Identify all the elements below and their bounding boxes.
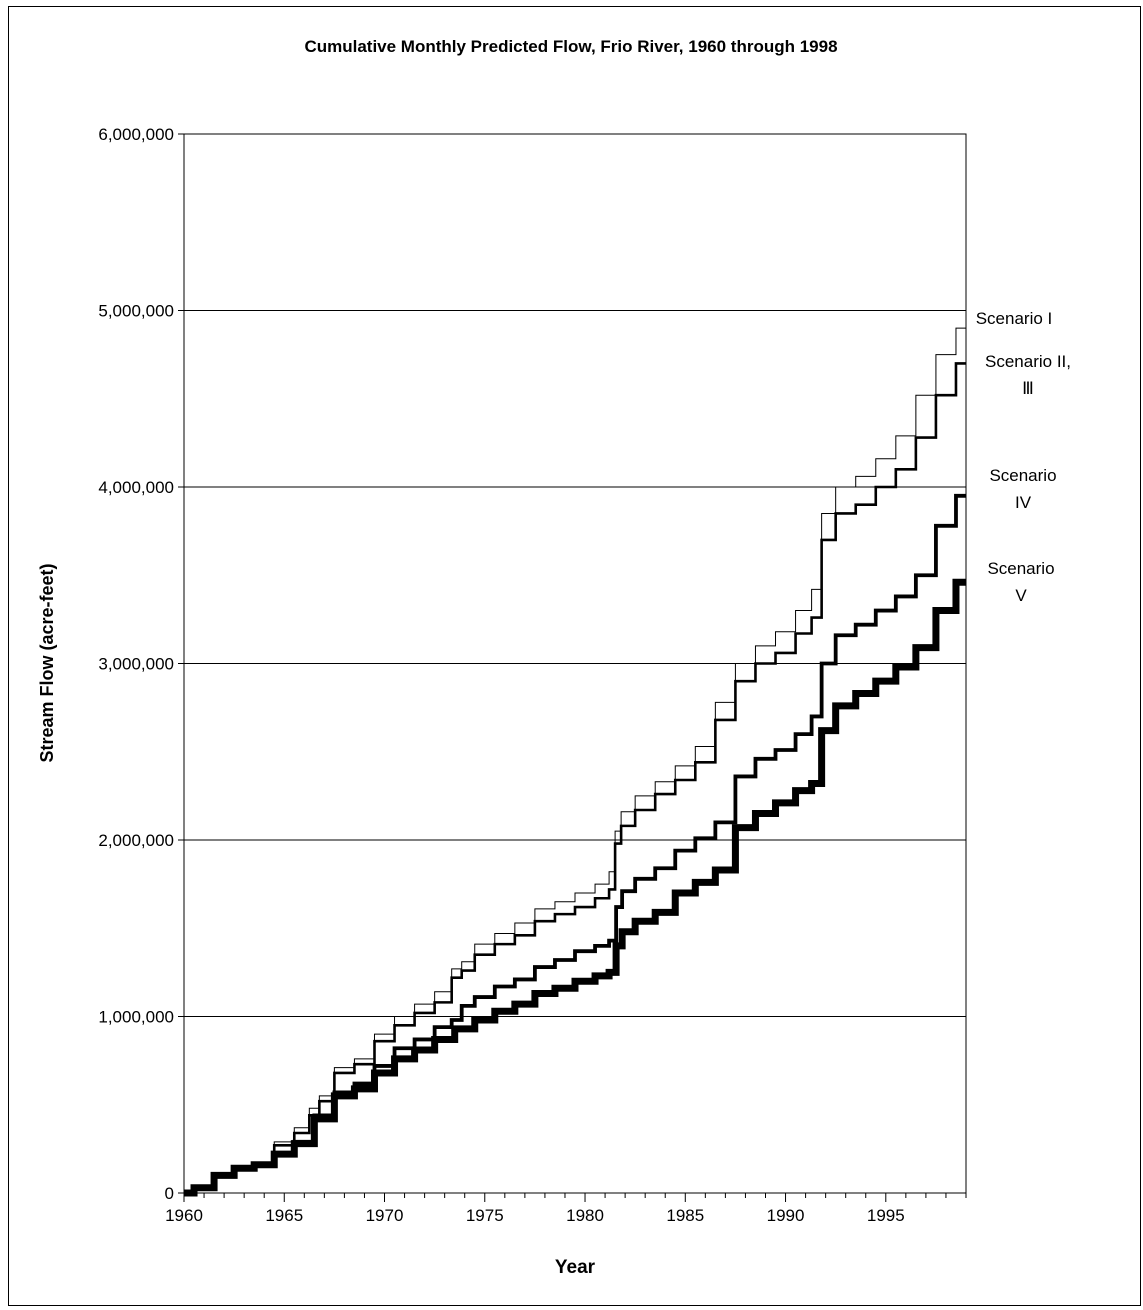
x-axis-label: Year: [555, 1257, 596, 1278]
y-tick-label: 5,000,000: [98, 302, 174, 321]
y-tick-label: 4,000,000: [98, 478, 174, 497]
y-tick-label: 6,000,000: [98, 125, 174, 144]
y-tick-label: 1,000,000: [98, 1008, 174, 1027]
y-tick-label: 2,000,000: [98, 831, 174, 850]
y-axis: 0 1,000,000 2,000,000 3,000,000 4,000,000 5,0…: [98, 125, 184, 1203]
series-label: Scenario I: [976, 309, 1053, 328]
series-label: Scenario V: [987, 559, 1054, 605]
x-tick-label: 1970: [366, 1206, 404, 1225]
series-line-3: [184, 493, 966, 1195]
y-tick-label: 3,000,000: [98, 655, 174, 674]
chart-frame: Cumulative Monthly Predicted Flow, Frio …: [8, 6, 1141, 1306]
line-chart: Cumulative Monthly Predicted Flow, Frio …: [37, 37, 1071, 1278]
chart-title: Cumulative Monthly Predicted Flow, Frio …: [304, 37, 837, 56]
series-label: Scenario IV: [989, 466, 1056, 512]
series-line-4: [184, 578, 966, 1197]
x-tick-label: 1960: [165, 1206, 203, 1225]
x-axis: 1960 1965 1970 1975 1980 1985 1990 1995: [165, 1193, 967, 1225]
series-label: Scenario II, Ⅲ: [985, 352, 1071, 398]
y-axis-label: Stream Flow (acre-feet): [37, 563, 57, 762]
x-tick-label: 1985: [666, 1206, 704, 1225]
x-tick-label: 1995: [867, 1206, 905, 1225]
x-tick-label: 1975: [466, 1206, 504, 1225]
series-lines: [184, 327, 966, 1197]
x-tick-label: 1980: [566, 1206, 604, 1225]
series-line-2: [184, 362, 966, 1195]
x-tick-label: 1965: [265, 1206, 303, 1225]
series-labels: Scenario I Scenario II, Ⅲ Scenario IV Scenari…: [976, 309, 1071, 605]
y-tick-label: 0: [165, 1184, 174, 1203]
x-tick-label: 1990: [767, 1206, 805, 1225]
series-line-1: [184, 327, 966, 1194]
